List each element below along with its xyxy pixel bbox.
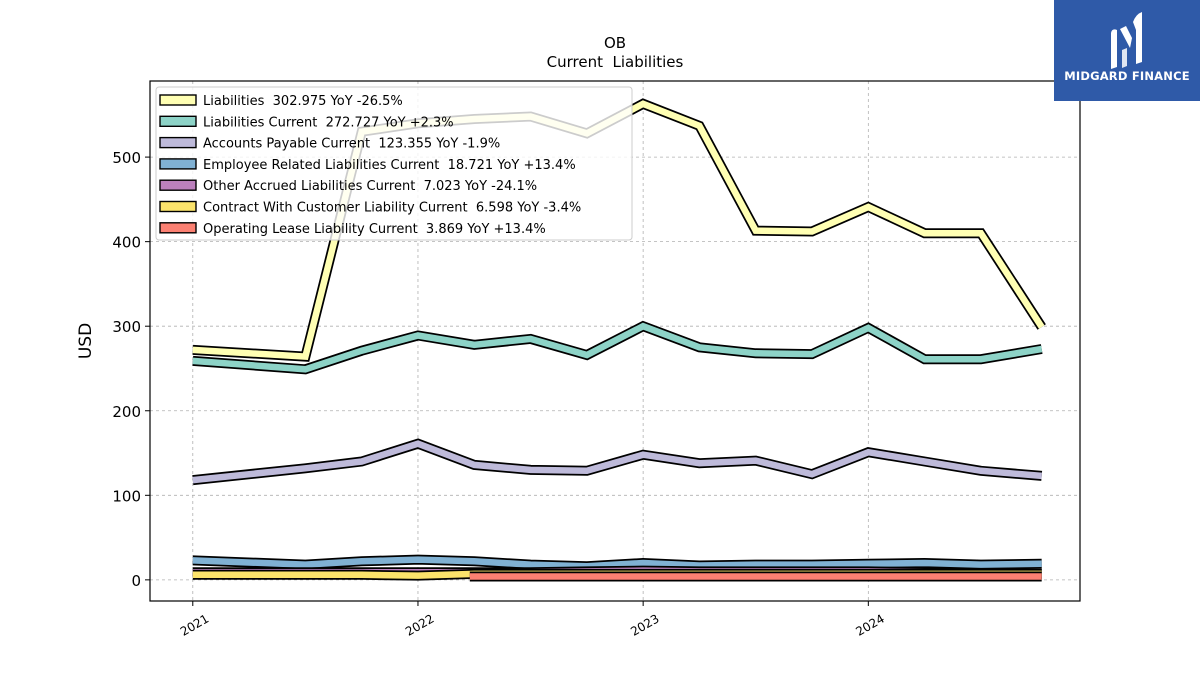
- legend-item: Contract With Customer Liability Current…: [159, 200, 581, 216]
- x-tick-label: 2022: [403, 611, 436, 638]
- y-tick-label: 300: [112, 318, 141, 336]
- legend-box: [155, 86, 633, 241]
- legend-swatch: [159, 115, 197, 128]
- legend-swatch: [159, 200, 197, 213]
- x-axis-ticks: 2021 2022 2023 2024: [178, 601, 887, 639]
- y-tick-label: 400: [112, 234, 141, 252]
- legend-swatch: [159, 94, 197, 106]
- legend-label: Liabilities Current 272.727 YoY +2.3%: [203, 115, 454, 130]
- legend-label: Operating Lease Liability Current 3.869 …: [203, 222, 546, 237]
- legend-swatch: [159, 179, 197, 191]
- stylized-m-letter-icon: [1111, 12, 1142, 69]
- legend-item: Other Accrued Liabilities Current 7.023 …: [159, 179, 537, 194]
- legend-item: Employee Related Liabilities Current 18.…: [159, 158, 576, 173]
- series-line-4: [192, 554, 1042, 572]
- legend-item: Liabilities Current 272.727 YoY +2.3%: [159, 115, 454, 130]
- legend: Liabilities 302.975 YoY -26.5% Liabilitie…: [155, 86, 633, 241]
- legend-label: Liabilities 302.975 YoY -26.5%: [203, 94, 403, 109]
- series-fill: [192, 556, 1042, 570]
- chart-subtitle: Current Liabilities: [547, 53, 684, 71]
- legend-label: Contract With Customer Liability Current…: [203, 201, 581, 216]
- brand-logo: MIDGARD FINANCE: [1054, 0, 1200, 101]
- y-axis-ticks: 0 100 200 300 400 500: [112, 149, 150, 590]
- x-tick-label: 2023: [628, 611, 661, 638]
- legend-swatch: [159, 158, 197, 170]
- y-tick-label: 200: [112, 403, 141, 421]
- series-fill: [192, 440, 1042, 484]
- series-line-3: [192, 438, 1043, 486]
- x-tick-label: 2024: [853, 611, 886, 638]
- legend-swatch: [159, 222, 197, 234]
- series-fill: [192, 322, 1043, 373]
- legend-item: Accounts Payable Current 123.355 YoY -1.…: [159, 136, 500, 152]
- legend-label: Employee Related Liabilities Current 18.…: [203, 158, 576, 173]
- legend-label: Accounts Payable Current 123.355 YoY -1.…: [203, 137, 500, 152]
- y-axis-label: USD: [76, 323, 96, 359]
- y-tick-label: 0: [131, 572, 141, 590]
- y-tick-label: 100: [112, 487, 141, 505]
- legend-item: Liabilities 302.975 YoY -26.5%: [159, 94, 403, 109]
- series-layer: [192, 98, 1046, 582]
- y-tick-label: 500: [112, 149, 141, 167]
- series-line-2: [192, 320, 1043, 375]
- x-tick-label: 2021: [178, 611, 211, 638]
- legend-label: Other Accrued Liabilities Current 7.023 …: [203, 179, 537, 194]
- brand-name: MIDGARD FINANCE: [1064, 69, 1190, 83]
- plot-frame: [149, 80, 1081, 602]
- legend-item: Operating Lease Liability Current 3.869 …: [159, 222, 546, 237]
- legend-swatch: [159, 136, 197, 149]
- chart-title: OB: [604, 34, 626, 52]
